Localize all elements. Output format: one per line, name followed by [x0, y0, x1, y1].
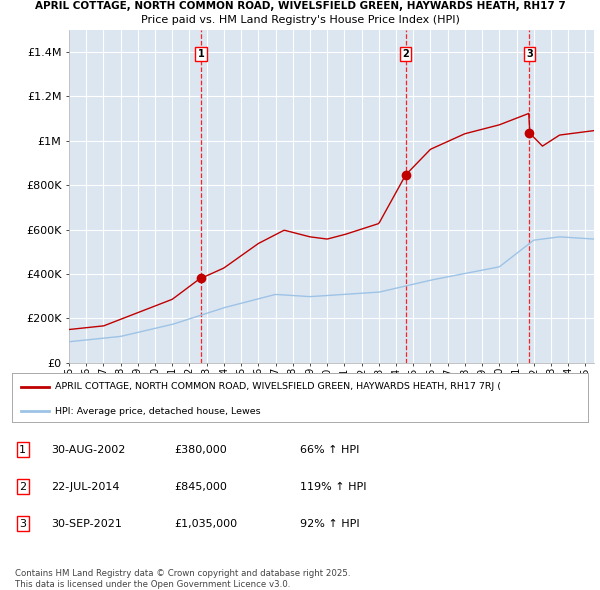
Text: 1: 1 — [19, 445, 26, 454]
Text: APRIL COTTAGE, NORTH COMMON ROAD, WIVELSFIELD GREEN, HAYWARDS HEATH, RH17 7: APRIL COTTAGE, NORTH COMMON ROAD, WIVELS… — [35, 1, 565, 11]
Text: 22-JUL-2014: 22-JUL-2014 — [51, 482, 119, 491]
Text: 1: 1 — [197, 49, 204, 59]
Text: HPI: Average price, detached house, Lewes: HPI: Average price, detached house, Lewe… — [55, 407, 261, 415]
Text: Contains HM Land Registry data © Crown copyright and database right 2025.
This d: Contains HM Land Registry data © Crown c… — [15, 569, 350, 589]
Text: £845,000: £845,000 — [174, 482, 227, 491]
Text: 2: 2 — [402, 49, 409, 59]
Text: 66% ↑ HPI: 66% ↑ HPI — [300, 445, 359, 454]
Text: Price paid vs. HM Land Registry's House Price Index (HPI): Price paid vs. HM Land Registry's House … — [140, 15, 460, 25]
Text: £380,000: £380,000 — [174, 445, 227, 454]
Text: 30-SEP-2021: 30-SEP-2021 — [51, 519, 122, 529]
Text: £1,035,000: £1,035,000 — [174, 519, 237, 529]
Text: 30-AUG-2002: 30-AUG-2002 — [51, 445, 125, 454]
Text: APRIL COTTAGE, NORTH COMMON ROAD, WIVELSFIELD GREEN, HAYWARDS HEATH, RH17 7RJ (: APRIL COTTAGE, NORTH COMMON ROAD, WIVELS… — [55, 382, 501, 391]
Text: 119% ↑ HPI: 119% ↑ HPI — [300, 482, 367, 491]
Text: 92% ↑ HPI: 92% ↑ HPI — [300, 519, 359, 529]
Text: 2: 2 — [19, 482, 26, 491]
Text: 3: 3 — [19, 519, 26, 529]
Text: 3: 3 — [526, 49, 533, 59]
